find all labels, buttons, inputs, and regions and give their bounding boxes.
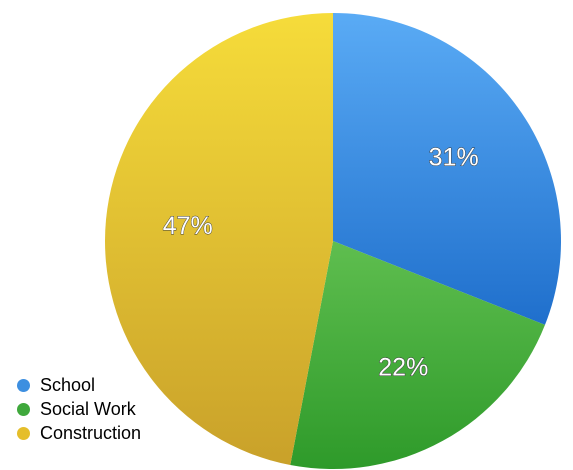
pie-label-social-work: 22% [378, 353, 428, 381]
legend-label-construction: Construction [40, 422, 142, 443]
legend-label-school: School [40, 374, 96, 395]
pie-label-construction: 47% [163, 212, 213, 240]
legend-item-social-work: Social Work [17, 397, 141, 421]
legend-swatch-construction [17, 426, 30, 440]
legend-swatch-school [17, 378, 30, 392]
pie-slice-social-work [290, 241, 545, 469]
pie-slices [105, 13, 561, 469]
legend-item-school: School [17, 373, 141, 397]
legend-item-construction: Construction [17, 421, 141, 445]
pie-slice-construction [105, 13, 334, 465]
legend-label-social-work: Social Work [40, 398, 136, 419]
legend-swatch-social-work [17, 402, 30, 416]
pie-slice-school [333, 13, 561, 325]
legend: School Social Work Construction [17, 373, 141, 445]
pie-label-school: 31% [429, 144, 479, 172]
pie-labels: 31% 22% 47% [162, 143, 479, 382]
